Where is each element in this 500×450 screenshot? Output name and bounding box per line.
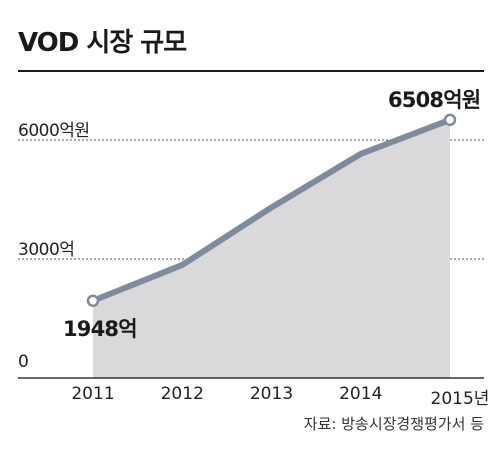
data-label: 6508억원 <box>388 87 481 112</box>
x-tick-label: 2012 <box>160 384 204 404</box>
data-markers <box>86 113 457 307</box>
title-divider <box>18 70 484 72</box>
x-tick-label: 2011 <box>71 384 115 404</box>
y-tick-label: 3000억 <box>18 240 75 260</box>
data-point-marker <box>86 294 100 307</box>
data-point-marker <box>443 113 457 127</box>
series-line <box>90 116 453 304</box>
chart-title: VOD 시장 규모 <box>18 28 187 58</box>
area-fill <box>93 119 450 378</box>
x-tick-label: 2013 <box>249 384 294 404</box>
y-tick-label: 6000억원 <box>18 121 90 141</box>
x-tick-label: 2014 <box>339 384 383 404</box>
x-tick-label: 2015년 <box>430 389 490 409</box>
data-label: 1948억 <box>63 316 138 341</box>
y-tick-label: 0 <box>18 352 29 372</box>
source-note: 자료: 방송시장경쟁평가서 등 <box>303 415 484 433</box>
